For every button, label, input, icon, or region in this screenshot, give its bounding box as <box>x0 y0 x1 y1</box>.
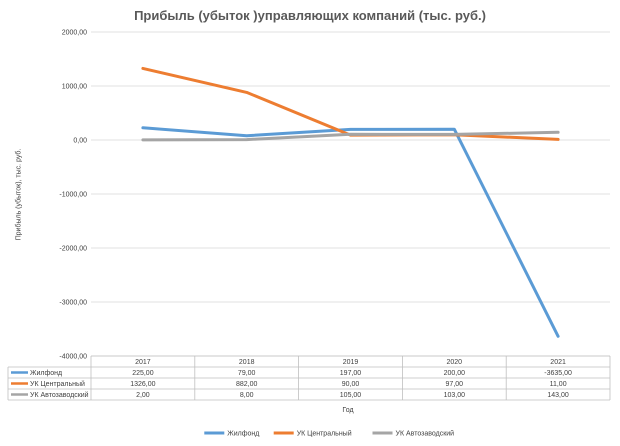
data-table-cell: 105,00 <box>340 392 362 399</box>
y-tick-label: -4000,00 <box>59 354 87 361</box>
y-tick-label: -3000,00 <box>59 300 87 307</box>
x-tick-label: 2017 <box>135 359 151 366</box>
y-tick-label: 1000,00 <box>62 84 87 91</box>
table-series-name: Жилфонд <box>30 370 62 377</box>
data-table-cell: 97,00 <box>446 381 464 388</box>
data-table-cell: 882,00 <box>236 381 258 388</box>
data-table-cell: 1326,00 <box>130 381 155 388</box>
data-table-cell: 11,00 <box>550 381 567 388</box>
x-tick-label: 2020 <box>447 359 463 366</box>
data-table-cell: -3635,00 <box>544 370 572 377</box>
data-table-cell: 79,00 <box>238 370 256 377</box>
legend-label: УК Автозаводский <box>396 430 455 438</box>
legend-label: Жилфонд <box>227 431 259 438</box>
data-table-cell: 225,00 <box>132 370 154 377</box>
x-tick-label: 2018 <box>239 359 255 366</box>
y-tick-label: -1000,00 <box>59 192 87 199</box>
data-table-cell: 8,00 <box>240 392 254 399</box>
x-tick-label: 2019 <box>343 359 359 366</box>
data-table-cell: 197,00 <box>340 370 362 377</box>
y-tick-label: -2000,00 <box>59 246 87 253</box>
x-tick-label: 2021 <box>550 359 566 366</box>
chart-title: Прибыль (убыток )управляющих компаний (т… <box>134 8 486 23</box>
data-table-cell: 103,00 <box>444 392 466 399</box>
y-tick-label: 2000,00 <box>62 30 87 37</box>
series-line <box>141 130 560 142</box>
x-axis-label: Год <box>342 407 354 414</box>
table-series-name: УК Автозаводский <box>30 391 89 399</box>
legend-label: УК Центральный <box>297 430 352 438</box>
data-table-cell: 143,00 <box>547 392 569 399</box>
series-line <box>141 126 560 338</box>
data-table-cell: 2,00 <box>136 392 150 399</box>
data-table-cell: 200,00 <box>444 370 466 377</box>
data-table-cell: 90,00 <box>342 381 360 388</box>
table-series-name: УК Центральный <box>30 380 85 388</box>
y-tick-label: 0,00 <box>73 138 87 145</box>
